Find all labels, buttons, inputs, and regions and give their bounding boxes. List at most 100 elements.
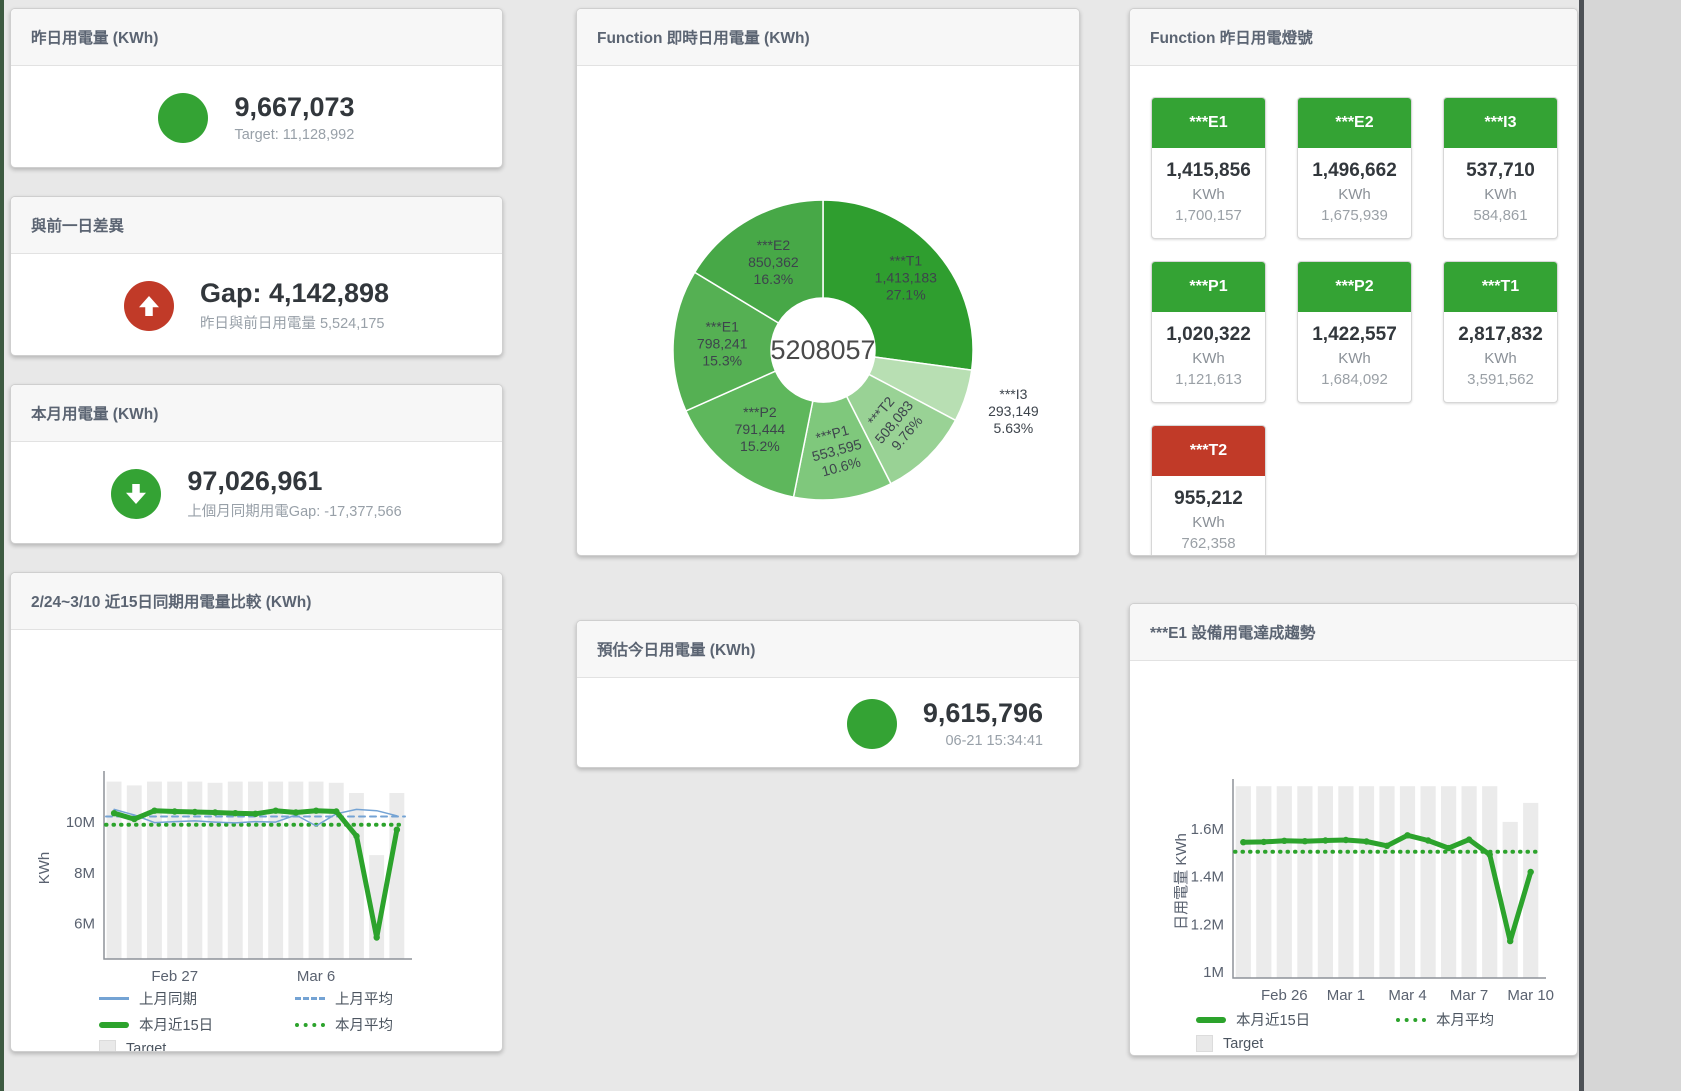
legend-item[interactable]: 本月近15日 — [99, 1014, 295, 1035]
legend-label: Target — [126, 1040, 167, 1052]
tile-value: 2,817,832 — [1458, 324, 1543, 345]
legend-item[interactable]: Target — [1196, 1035, 1396, 1052]
legend-swatch-box — [1196, 1035, 1213, 1052]
tile-target: 1,684,092 — [1321, 371, 1388, 388]
tile-target: 1,121,613 — [1175, 371, 1242, 388]
legend-item[interactable]: 上月平均 — [295, 988, 393, 1009]
tile-target: 1,675,939 — [1321, 207, 1388, 224]
tile-label: ***T2 — [1152, 426, 1265, 476]
stat-value: Gap: 4,142,898 — [199, 277, 390, 308]
svg-text:1.6M: 1.6M — [1191, 821, 1224, 838]
function-donut-chart[interactable]: ***T1 1,413,183 27.1%***I3 293,149 5.63%***T… — [577, 66, 1079, 556]
svg-text:10M: 10M — [66, 814, 95, 831]
legend-swatch-line-blue — [99, 997, 129, 1000]
tile-unit: KWh — [1192, 350, 1225, 367]
svg-text:Mar 7: Mar 7 — [1450, 987, 1488, 1004]
tile-e2[interactable]: ***E2 1,496,662 KWh 1,675,939 — [1297, 97, 1412, 239]
tile-e1[interactable]: ***E1 1,415,856 KWh 1,700,157 — [1151, 97, 1266, 239]
stat-subtitle: 昨日與前日用電量 5,524,175 — [199, 316, 385, 333]
legend-item[interactable]: 本月平均 — [1396, 1009, 1494, 1030]
svg-text:5208057: 5208057 — [770, 335, 875, 365]
tile-label: ***E2 — [1298, 98, 1411, 148]
stat-value: 97,026,961 — [187, 465, 323, 496]
tile-unit: KWh — [1484, 350, 1517, 367]
card-forecast: 預估今日用電量 (KWh) 9,615,796 06-21 15:34:41 — [576, 620, 1080, 768]
tile-value: 1,496,662 — [1312, 160, 1397, 181]
tile-label: ***P2 — [1298, 262, 1411, 312]
tile-value: 537,710 — [1466, 160, 1535, 181]
legend-swatch-dot-green — [1396, 1017, 1426, 1022]
card-realtime-donut: Function 即時日用電量 (KWh) ***T1 1,413,183 27.1… — [576, 8, 1080, 556]
legend-swatch-dot-green — [295, 1022, 325, 1027]
tile-unit: KWh — [1192, 186, 1225, 203]
legend-label: 本月平均 — [1436, 1013, 1494, 1029]
tile-label: ***P1 — [1152, 262, 1265, 312]
svg-text:Feb 27: Feb 27 — [151, 968, 198, 985]
legend-label: 上月平均 — [335, 992, 393, 1008]
tile-target: 1,700,157 — [1175, 207, 1242, 224]
svg-text:Feb 26: Feb 26 — [1261, 987, 1308, 1004]
tile-label: ***I3 — [1444, 98, 1557, 148]
tile-label: ***T1 — [1444, 262, 1557, 312]
card-compare-chart: 2/24~3/10 近15日同期用電量比較 (KWh) 6M 8M 10M Feb 2… — [10, 572, 503, 1052]
svg-text:Mar 10: Mar 10 — [1507, 987, 1554, 1004]
svg-text:8M: 8M — [74, 865, 95, 882]
compare-line-chart[interactable]: 6M 8M 10M Feb 27 Mar 6 KWh — [11, 630, 502, 986]
tile-label: ***E1 — [1152, 98, 1265, 148]
svg-text:1M: 1M — [1203, 964, 1224, 981]
tile-value: 1,020,322 — [1166, 324, 1251, 345]
legend-item[interactable]: 上月同期 — [99, 988, 295, 1009]
right-column: Function 昨日用電燈號 ***E1 1,415,856 KWh 1,70… — [1129, 8, 1578, 1056]
tile-target: 584,861 — [1473, 207, 1528, 224]
card-e1-trend: ***E1 設備用電達成趨勢 1M 1.2M 1.4M 1.6M Feb 26 Mar 1… — [1129, 603, 1578, 1056]
legend-swatch-line-green — [99, 1021, 129, 1028]
tile-p2[interactable]: ***P2 1,422,557 KWh 1,684,092 — [1297, 261, 1412, 403]
legend-label: 上月同期 — [139, 992, 197, 1008]
status-circle-icon — [158, 92, 209, 143]
tile-p1[interactable]: ***P1 1,020,322 KWh 1,121,613 — [1151, 261, 1266, 403]
svg-text:日用電量 KWh: 日用電量 KWh — [1173, 833, 1190, 930]
panel-title: Function 即時日用電量 (KWh) — [577, 9, 1079, 66]
right-gutter — [1584, 0, 1681, 1091]
card-yesterday-usage: 昨日用電量 (KWh) 9,667,073 Target: 11,128,992 — [10, 8, 503, 168]
stat-value: 9,615,796 — [922, 698, 1043, 729]
tile-unit: KWh — [1192, 514, 1225, 531]
compare-chart-legend: 上月同期 上月平均本月近15日 本月平均 Target — [99, 988, 502, 1052]
tile-unit: KWh — [1338, 350, 1371, 367]
tile-t2[interactable]: ***T2 955,212 KWh 762,358 — [1151, 425, 1266, 555]
legend-swatch-box — [99, 1040, 116, 1051]
panel-title: 本月用電量 (KWh) — [11, 385, 502, 442]
legend-item[interactable]: 本月近15日 — [1196, 1009, 1396, 1030]
legend-label: Target — [1223, 1035, 1264, 1052]
tile-i3[interactable]: ***I3 537,710 KWh 584,861 — [1443, 97, 1558, 239]
e1-chart-legend: 本月近15日 本月平均 Target — [1196, 1009, 1577, 1052]
legend-label: 本月平均 — [335, 1018, 393, 1034]
left-column: 昨日用電量 (KWh) 9,667,073 Target: 11,128,992… — [10, 8, 503, 1052]
stat-target: Target: 11,128,992 — [234, 126, 355, 143]
panel-title: 與前一日差異 — [11, 197, 502, 254]
stat-timestamp: 06-21 15:34:41 — [945, 732, 1043, 749]
panel-title: 2/24~3/10 近15日同期用電量比較 (KWh) — [11, 573, 502, 630]
legend-label: 本月近15日 — [139, 1018, 214, 1034]
svg-text:6M: 6M — [74, 916, 95, 933]
svg-text:1.4M: 1.4M — [1191, 869, 1224, 886]
e1-trend-chart[interactable]: 1M 1.2M 1.4M 1.6M Feb 26 Mar 1 Mar 4 Mar 7 Mar 1… — [1130, 661, 1577, 1007]
legend-item[interactable]: Target — [99, 1040, 295, 1052]
scrollbar[interactable] — [1579, 0, 1584, 1091]
light-tiles-grid: ***E1 1,415,856 KWh 1,700,157 ***E2 1,49… — [1130, 66, 1577, 555]
panel-title: 預估今日用電量 (KWh) — [577, 621, 1079, 678]
legend-item[interactable]: 本月平均 — [295, 1014, 393, 1035]
panel-title: ***E1 設備用電達成趨勢 — [1130, 604, 1577, 661]
legend-label: 本月近15日 — [1236, 1013, 1311, 1029]
legend-swatch-line-green — [1196, 1016, 1226, 1023]
panel-title: Function 昨日用電燈號 — [1130, 9, 1577, 66]
panel-title: 昨日用電量 (KWh) — [11, 9, 502, 66]
legend-swatch-dash-blue — [295, 997, 325, 1000]
left-edge-strip — [0, 0, 4, 1091]
tile-value: 1,422,557 — [1312, 324, 1397, 345]
tile-t1[interactable]: ***T1 2,817,832 KWh 3,591,562 — [1443, 261, 1558, 403]
